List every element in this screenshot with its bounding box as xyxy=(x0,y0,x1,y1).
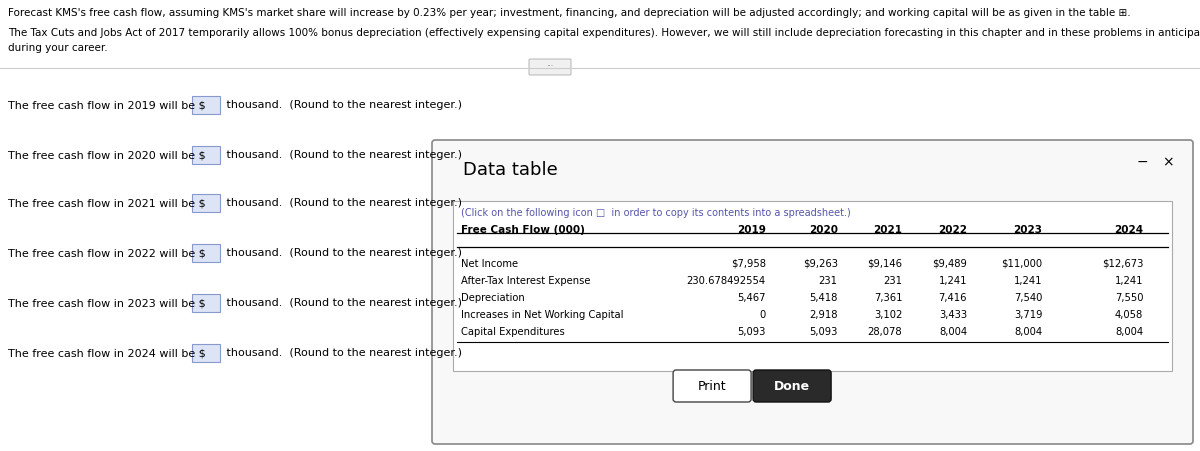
Bar xyxy=(192,146,220,164)
Bar xyxy=(454,201,1172,371)
Text: 3,102: 3,102 xyxy=(874,310,902,320)
Text: thousand.  (Round to the nearest integer.): thousand. (Round to the nearest integer.… xyxy=(223,100,462,110)
Text: 2020: 2020 xyxy=(809,225,838,235)
Text: The free cash flow in 2019 will be $: The free cash flow in 2019 will be $ xyxy=(8,100,205,110)
FancyBboxPatch shape xyxy=(673,370,751,402)
Text: The free cash flow in 2022 will be $: The free cash flow in 2022 will be $ xyxy=(8,248,205,258)
Text: ×: × xyxy=(1162,155,1174,169)
FancyBboxPatch shape xyxy=(529,59,571,75)
Text: 4,058: 4,058 xyxy=(1115,310,1144,320)
Text: 2019: 2019 xyxy=(737,225,766,235)
Text: 7,540: 7,540 xyxy=(1014,293,1043,303)
FancyBboxPatch shape xyxy=(754,370,832,402)
Bar xyxy=(192,244,220,262)
Text: $7,958: $7,958 xyxy=(731,259,766,269)
Text: 7,361: 7,361 xyxy=(874,293,902,303)
Text: 5,418: 5,418 xyxy=(809,293,838,303)
Text: Depreciation: Depreciation xyxy=(461,293,524,303)
Text: −: − xyxy=(1136,155,1148,169)
Text: $11,000: $11,000 xyxy=(1002,259,1043,269)
Text: 1,241: 1,241 xyxy=(938,276,967,286)
Text: Print: Print xyxy=(697,379,726,392)
Text: 8,004: 8,004 xyxy=(1115,327,1144,337)
Text: thousand.  (Round to the nearest integer.): thousand. (Round to the nearest integer.… xyxy=(223,348,462,358)
Text: Increases in Net Working Capital: Increases in Net Working Capital xyxy=(461,310,624,320)
Text: 5,467: 5,467 xyxy=(737,293,766,303)
FancyBboxPatch shape xyxy=(432,140,1193,444)
Text: 231: 231 xyxy=(883,276,902,286)
Bar xyxy=(192,294,220,312)
Text: $9,146: $9,146 xyxy=(868,259,902,269)
Text: Done: Done xyxy=(774,379,810,392)
Text: 2022: 2022 xyxy=(938,225,967,235)
Text: 2021: 2021 xyxy=(874,225,902,235)
Text: 28,078: 28,078 xyxy=(868,327,902,337)
Text: Forecast KMS's free cash flow, assuming KMS's market share will increase by 0.23: Forecast KMS's free cash flow, assuming … xyxy=(8,8,1130,18)
Text: 7,550: 7,550 xyxy=(1115,293,1144,303)
Text: thousand.  (Round to the nearest integer.): thousand. (Round to the nearest integer.… xyxy=(223,198,462,208)
Text: The free cash flow in 2023 will be $: The free cash flow in 2023 will be $ xyxy=(8,298,205,308)
Text: After-Tax Interest Expense: After-Tax Interest Expense xyxy=(461,276,590,286)
Text: 3,433: 3,433 xyxy=(938,310,967,320)
Text: 8,004: 8,004 xyxy=(938,327,967,337)
Text: 5,093: 5,093 xyxy=(737,327,766,337)
Text: Net Income: Net Income xyxy=(461,259,518,269)
Text: 1,241: 1,241 xyxy=(1014,276,1043,286)
Text: thousand.  (Round to the nearest integer.): thousand. (Round to the nearest integer.… xyxy=(223,298,462,308)
Bar xyxy=(192,96,220,114)
Text: 0: 0 xyxy=(760,310,766,320)
Text: during your career.: during your career. xyxy=(8,43,108,53)
Text: The free cash flow in 2024 will be $: The free cash flow in 2024 will be $ xyxy=(8,348,205,358)
Bar xyxy=(192,194,220,212)
Text: 8,004: 8,004 xyxy=(1014,327,1043,337)
Text: 5,093: 5,093 xyxy=(809,327,838,337)
Text: 3,719: 3,719 xyxy=(1014,310,1043,320)
Text: The free cash flow in 2021 will be $: The free cash flow in 2021 will be $ xyxy=(8,198,205,208)
Text: 1,241: 1,241 xyxy=(1115,276,1144,286)
Text: The free cash flow in 2020 will be $: The free cash flow in 2020 will be $ xyxy=(8,150,205,160)
Text: $9,263: $9,263 xyxy=(803,259,838,269)
Bar xyxy=(192,344,220,362)
Text: 230.678492554: 230.678492554 xyxy=(686,276,766,286)
Text: 2,918: 2,918 xyxy=(809,310,838,320)
Text: 2024: 2024 xyxy=(1114,225,1144,235)
Text: thousand.  (Round to the nearest integer.): thousand. (Round to the nearest integer.… xyxy=(223,150,462,160)
Text: 231: 231 xyxy=(818,276,838,286)
Text: thousand.  (Round to the nearest integer.): thousand. (Round to the nearest integer.… xyxy=(223,248,462,258)
Text: $9,489: $9,489 xyxy=(932,259,967,269)
Text: 2023: 2023 xyxy=(1014,225,1043,235)
Text: 7,416: 7,416 xyxy=(938,293,967,303)
Text: $12,673: $12,673 xyxy=(1102,259,1144,269)
Text: The Tax Cuts and Jobs Act of 2017 temporarily allows 100% bonus depreciation (ef: The Tax Cuts and Jobs Act of 2017 tempor… xyxy=(8,28,1200,38)
Text: Data table: Data table xyxy=(463,161,558,179)
Text: Free Cash Flow (000): Free Cash Flow (000) xyxy=(461,225,584,235)
Text: Capital Expenditures: Capital Expenditures xyxy=(461,327,565,337)
Text: (Click on the following icon □  in order to copy its contents into a spreadsheet: (Click on the following icon □ in order … xyxy=(461,208,851,218)
Text: ···: ··· xyxy=(546,63,553,72)
